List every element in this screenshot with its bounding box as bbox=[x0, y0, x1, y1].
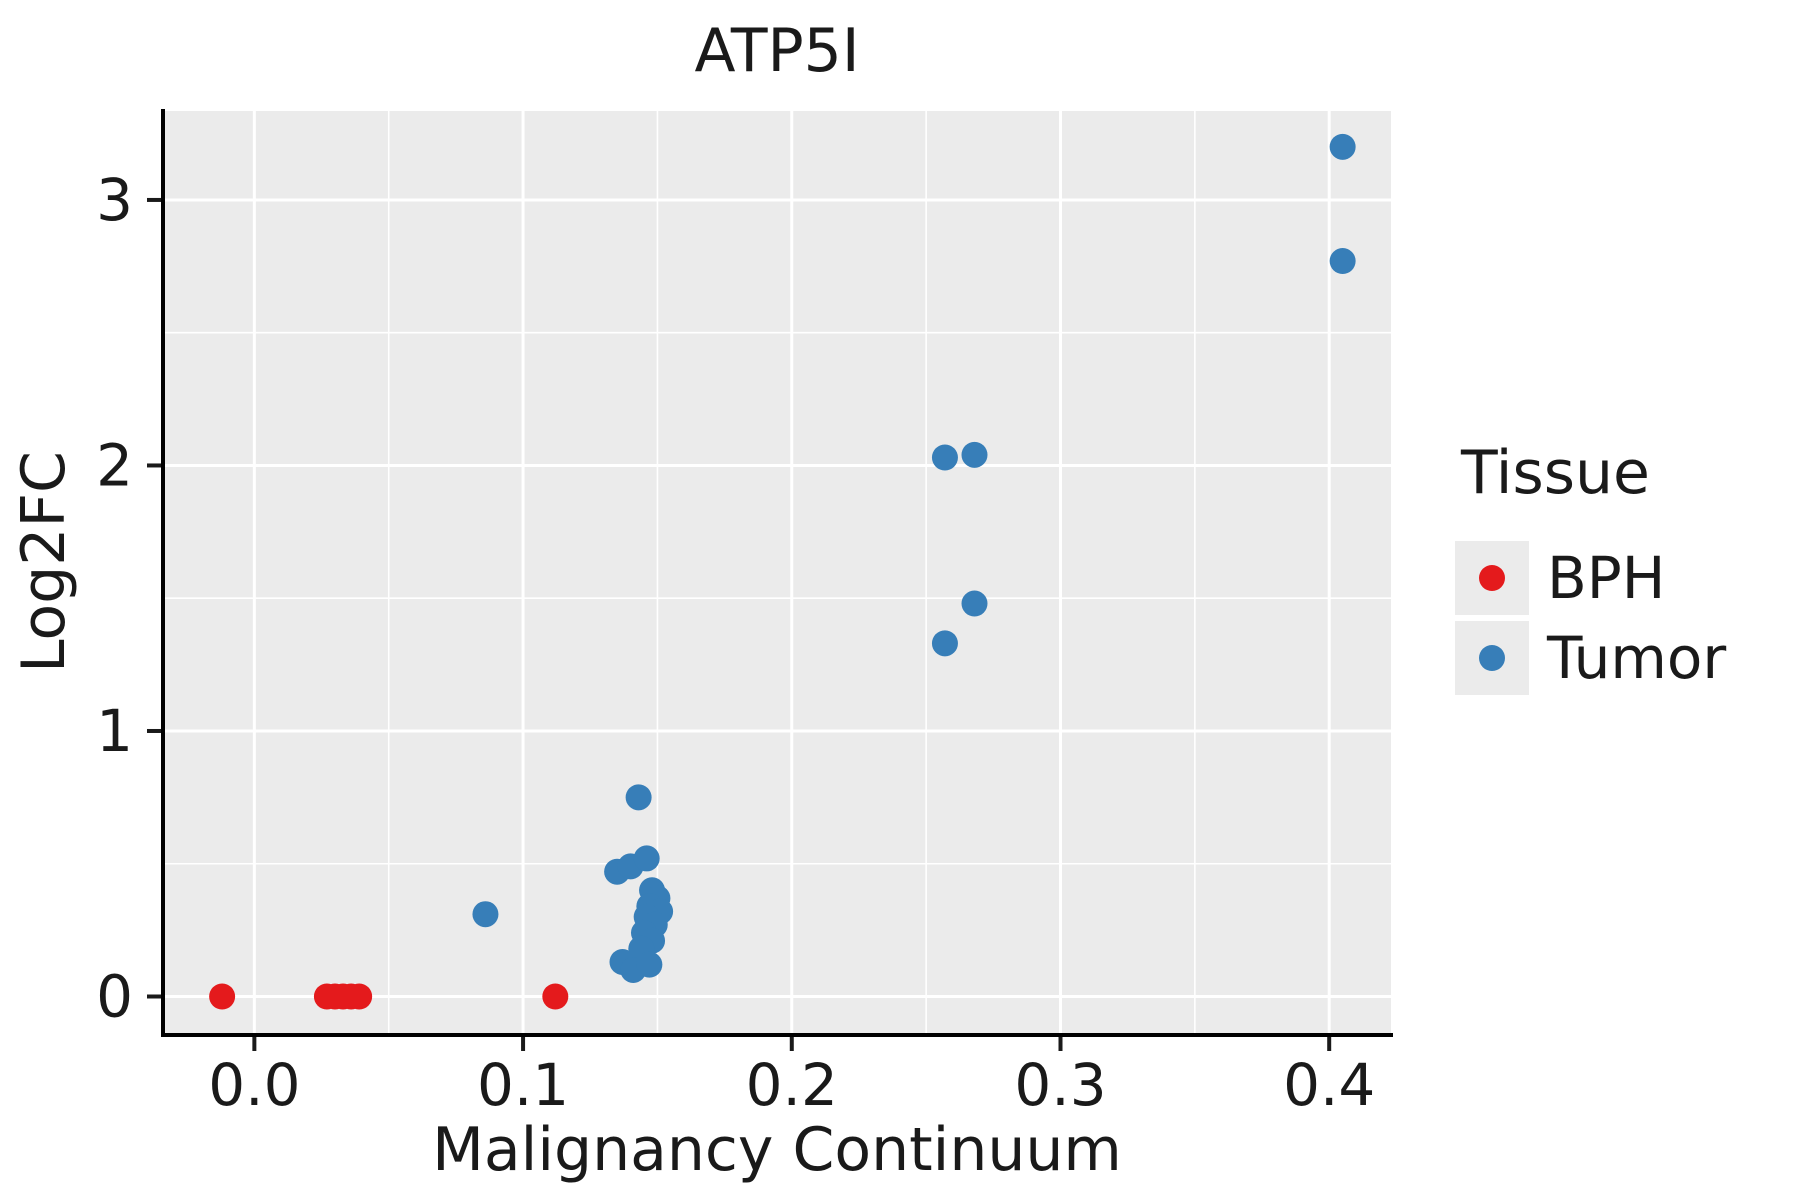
bph-legend-dot-icon bbox=[1479, 565, 1505, 591]
legend-item-tumor: Tumor bbox=[1455, 618, 1726, 698]
legend-title: Tissue bbox=[1461, 438, 1650, 508]
x-axis-label: Malignancy Continuum bbox=[432, 1115, 1122, 1185]
svg-text:1: 1 bbox=[96, 697, 133, 765]
svg-text:0.4: 0.4 bbox=[1283, 1051, 1375, 1119]
legend-key-box bbox=[1455, 541, 1529, 615]
svg-text:2: 2 bbox=[96, 431, 133, 499]
svg-text:0: 0 bbox=[96, 963, 133, 1031]
chart-title: ATP5I bbox=[694, 16, 860, 86]
svg-text:3: 3 bbox=[96, 166, 133, 234]
svg-text:0.1: 0.1 bbox=[477, 1051, 569, 1119]
legend-item-bph: BPH bbox=[1455, 538, 1726, 618]
legend: Tissue BPH Tumor bbox=[1455, 438, 1726, 698]
svg-text:0.2: 0.2 bbox=[746, 1051, 838, 1119]
svg-text:0.0: 0.0 bbox=[208, 1051, 300, 1119]
legend-label-tumor: Tumor bbox=[1547, 624, 1727, 692]
svg-text:0.3: 0.3 bbox=[1014, 1051, 1106, 1119]
legend-key-box bbox=[1455, 621, 1529, 695]
tumor-legend-dot-icon bbox=[1479, 645, 1505, 671]
legend-label-bph: BPH bbox=[1547, 544, 1666, 612]
